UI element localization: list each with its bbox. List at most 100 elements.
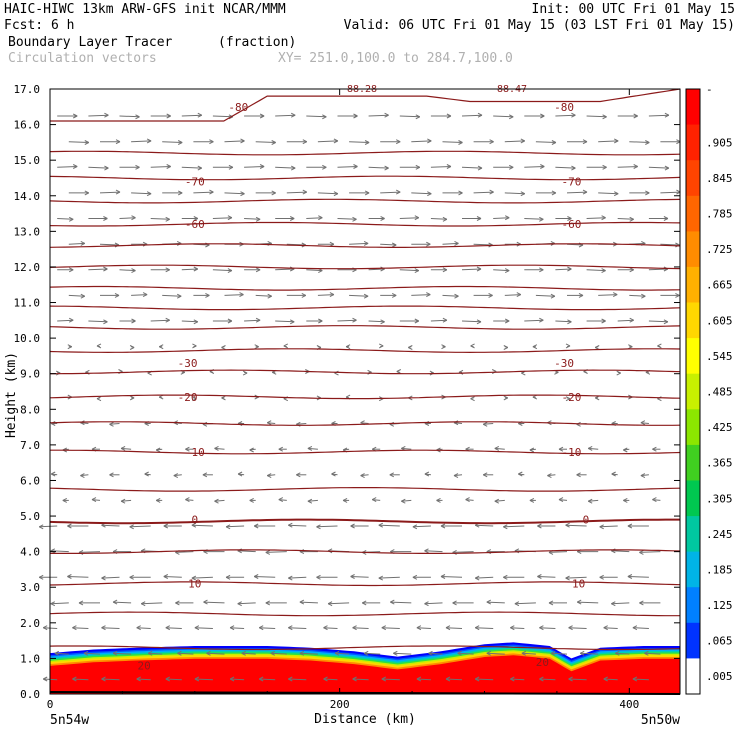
vector-head-168	[296, 472, 301, 478]
vector-head-433	[489, 139, 494, 145]
vector-368	[306, 217, 323, 219]
vector-84	[163, 576, 182, 578]
vector-59	[632, 627, 649, 629]
vector-head-26	[241, 650, 246, 656]
colorbar-swatch-3	[686, 195, 700, 232]
vector-head-425	[240, 138, 245, 144]
vector-head-133	[440, 523, 446, 529]
colorbar-swatch-10	[686, 444, 700, 481]
vector-91	[378, 576, 400, 579]
vector-head-38	[615, 650, 620, 656]
vector-head-161	[80, 473, 85, 479]
vector-head-280	[68, 317, 74, 323]
model-title: HAIC-HIWC 13km ARW-GFS init NCAR/MMM	[4, 2, 286, 17]
vector-head-236	[565, 396, 571, 402]
vector-head-79	[639, 600, 644, 606]
vector-head-336	[567, 266, 572, 272]
y-tick-label-2: 2.0	[20, 617, 40, 630]
vector-head-449	[353, 113, 358, 119]
vector-202	[109, 423, 120, 425]
vector-26	[241, 652, 256, 655]
y-tick-label-8: 8.0	[20, 403, 40, 416]
vector-head-148	[307, 498, 313, 504]
vector-head-337	[601, 268, 606, 274]
vector-head-19	[632, 676, 638, 682]
y-tick-label-3: 3.0	[20, 581, 40, 594]
vector-head-333	[476, 266, 482, 272]
isotherm-3	[49, 198, 681, 204]
vector-68	[299, 601, 318, 604]
vector-head-285	[227, 318, 233, 324]
vector-head-442	[135, 114, 140, 120]
vector-head-274	[503, 345, 509, 350]
vector-7	[259, 678, 276, 681]
vector-51	[381, 627, 400, 629]
vector-head-314	[516, 292, 522, 298]
isotherm-label-6-1: 0	[583, 514, 590, 527]
vector-head-394	[520, 191, 526, 197]
circulation-vectors-layer	[38, 112, 681, 682]
vector-head-305	[239, 292, 244, 298]
vector-head-260	[67, 344, 73, 350]
vector-head-197	[587, 445, 593, 451]
vector-365	[212, 217, 232, 219]
vector-head-405	[228, 164, 234, 170]
isotherm-label-8-0: 20	[137, 660, 150, 673]
vector-head-123	[129, 524, 134, 530]
vector-head-74	[486, 599, 492, 605]
vector-39	[644, 652, 661, 655]
vector-head-75	[514, 601, 520, 607]
vector-head-154	[494, 498, 500, 504]
vector-head-139	[627, 523, 633, 529]
vector-97	[565, 576, 587, 579]
vector-head-96	[537, 574, 542, 579]
vector-head-270	[378, 343, 384, 349]
vector-62	[113, 601, 132, 604]
vector-131	[378, 524, 400, 527]
vector-head-76	[548, 600, 554, 606]
vector-head-34	[486, 650, 492, 656]
isotherm-10	[49, 348, 681, 354]
colorbar-swatch-8	[686, 373, 700, 410]
vector-454	[493, 115, 514, 118]
colorbar-label-2: .845	[706, 172, 733, 185]
vector-77	[577, 601, 599, 604]
vector-420	[68, 141, 89, 143]
vector-head-411	[415, 164, 421, 170]
vector-head-397	[613, 191, 619, 197]
colorbar-swatch-12	[686, 516, 700, 553]
vector-head-165	[202, 472, 208, 478]
vector-337	[586, 269, 606, 272]
vector-head-319	[675, 292, 680, 298]
vector-419	[648, 166, 669, 169]
vector-336	[555, 268, 572, 271]
vector-21	[83, 652, 101, 655]
vector-head-51	[381, 625, 387, 631]
vector-head-312	[454, 293, 459, 299]
vector-394	[504, 192, 525, 195]
vector-head-223	[158, 394, 164, 400]
vector-123	[129, 525, 151, 528]
isotherm-0	[50, 88, 681, 122]
vector-35	[521, 652, 536, 655]
vector-352	[442, 242, 459, 245]
isotherm-7	[49, 285, 681, 291]
vector-head-54	[474, 625, 480, 631]
colorbar-label-12: .245	[706, 528, 733, 541]
vector-head-160	[50, 471, 56, 477]
vector-head-129	[316, 524, 321, 530]
vector-head-49	[323, 625, 328, 631]
vector-head-150	[371, 497, 377, 503]
vector-head-331	[414, 268, 420, 274]
vector-head-59	[632, 625, 638, 631]
vector-head-426	[271, 140, 276, 145]
vector-78	[611, 602, 630, 605]
vector-396	[566, 191, 588, 194]
vector-head-390	[395, 189, 401, 195]
vector-head-131	[378, 522, 384, 528]
vector-head-61	[78, 600, 84, 606]
vector-head-309	[363, 293, 369, 299]
vector-head-132	[412, 524, 418, 530]
field-name: Boundary Layer Tracer	[8, 35, 173, 50]
vector-head-130	[350, 523, 355, 529]
